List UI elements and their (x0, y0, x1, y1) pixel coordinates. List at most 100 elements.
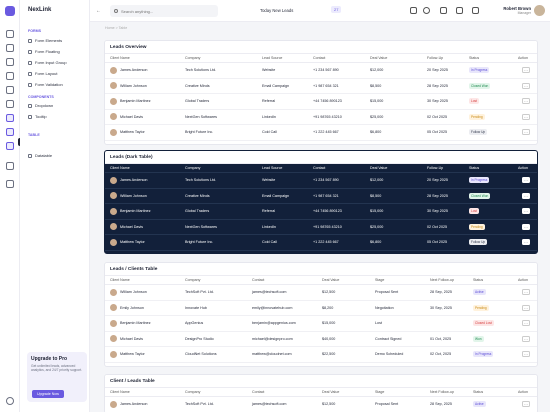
fullscreen-icon[interactable] (472, 7, 479, 14)
client-name: Matthew Taylor (120, 352, 145, 357)
translate-icon[interactable] (410, 7, 417, 14)
row-action-button[interactable]: … (522, 67, 530, 74)
row-action-button[interactable]: … (522, 335, 530, 342)
nav-item-form-layout[interactable]: Form Layout (28, 71, 57, 76)
column-header[interactable]: Client Name (110, 278, 130, 282)
client-name-cell: James Anderson (110, 400, 147, 408)
column-header[interactable]: Deal Value (370, 56, 388, 60)
column-header[interactable]: Lead Source (262, 166, 283, 170)
table-cell: Demo Scheduled (375, 352, 404, 357)
column-header[interactable]: Company (185, 56, 201, 60)
table-cell: matthew@cloudnet.com (252, 352, 292, 357)
search-box[interactable] (110, 5, 218, 17)
upgrade-button[interactable]: Upgrade Now (32, 390, 64, 398)
table-cell: Bright Future Inc. (185, 130, 214, 135)
column-header[interactable]: Client Name (110, 56, 130, 60)
search-input[interactable] (121, 8, 211, 14)
column-header[interactable]: Follow-Up (427, 56, 444, 60)
nav-section-forms: FORMS (28, 29, 41, 33)
row-action-button[interactable]: … (522, 304, 530, 311)
column-header[interactable]: Deal Value (370, 166, 388, 170)
nav-item-datatable[interactable]: Datatable (28, 153, 52, 158)
column-header[interactable]: Next Follow-up (430, 390, 454, 394)
column-header[interactable]: Lead Source (262, 56, 283, 60)
upgrade-card: Upgrade to Pro Get unlimited leads, adva… (27, 352, 87, 402)
nav-item-form-elements[interactable]: Form Elements (28, 38, 62, 43)
column-header[interactable]: Client Name (110, 390, 130, 394)
row-action-button[interactable]: … (522, 113, 530, 120)
table-cell: 05 Oct 2025 (427, 240, 448, 245)
column-header[interactable]: Company (185, 278, 201, 282)
column-header[interactable]: Deal Value (322, 278, 340, 282)
row-action-button[interactable]: … (522, 289, 530, 296)
column-header[interactable]: Action (518, 278, 528, 282)
logout-icon[interactable] (6, 397, 14, 405)
avatar[interactable] (534, 5, 545, 16)
table-cell: 20 Sep 2025 (427, 178, 448, 183)
row-action-button[interactable]: … (522, 192, 530, 199)
sidebar-nav: NexLink FORMS Form Elements Form Floatin… (20, 0, 90, 412)
column-header[interactable]: Status (469, 166, 480, 170)
client-name-cell: William Johnson (110, 288, 147, 296)
row-action-button[interactable]: … (522, 177, 530, 184)
client-name: Benjamin Martinez (120, 321, 151, 326)
mail-icon[interactable] (6, 100, 14, 108)
column-header[interactable]: Stage (375, 278, 385, 282)
column-header[interactable]: Action (518, 390, 528, 394)
row-action-button[interactable]: … (522, 401, 530, 408)
column-header[interactable]: Follow-Up (427, 166, 444, 170)
app-logo-icon[interactable] (5, 6, 15, 16)
column-header[interactable]: Status (473, 278, 484, 282)
apps-icon[interactable] (6, 44, 14, 52)
column-header[interactable]: Next Follow-up (430, 278, 454, 282)
user-name[interactable]: Robert Brown (503, 6, 531, 11)
row-action-button[interactable]: … (522, 351, 530, 358)
column-header[interactable]: Contact (252, 390, 265, 394)
forms-icon[interactable] (6, 114, 14, 122)
row-action-button[interactable]: … (522, 98, 530, 105)
nav-item-form-validation[interactable]: Form Validation (28, 82, 63, 87)
add-icon[interactable] (6, 180, 14, 188)
row-action-button[interactable]: … (522, 239, 530, 246)
nav-item-tooltip[interactable]: Tooltip (28, 114, 47, 119)
column-header[interactable]: Action (518, 56, 528, 60)
layers-icon[interactable] (6, 86, 14, 94)
column-header[interactable]: Company (185, 166, 201, 170)
nav-item-form-floating[interactable]: Form Floating (28, 49, 60, 54)
column-header[interactable]: Contact (313, 56, 326, 60)
row-action-button[interactable]: … (522, 320, 530, 327)
table-cell: 30 Sep 2025 (427, 99, 448, 104)
column-header[interactable]: Status (473, 390, 484, 394)
column-header[interactable]: Status (469, 56, 480, 60)
client-leads-table: Client / Leads Table Client Name Company Co… (104, 374, 538, 412)
settings-icon[interactable] (6, 162, 14, 170)
column-header[interactable]: Client Name (110, 166, 130, 170)
row-action-button[interactable]: … (522, 208, 530, 215)
table-cell: $12,500 (322, 290, 336, 295)
theme-icon[interactable] (423, 7, 430, 14)
components-icon[interactable] (6, 128, 14, 136)
table-row: Matthew Taylor Bright Future Inc. Cold Cal… (105, 125, 537, 141)
nav-item-dropdown[interactable]: Dropdown (28, 103, 53, 108)
cart-icon[interactable] (456, 7, 463, 14)
column-header[interactable]: Contact (252, 278, 265, 282)
table-cell: +44 7456 890123 (313, 99, 342, 104)
notification-icon[interactable] (440, 7, 447, 14)
chart-icon[interactable] (6, 72, 14, 80)
table-icon[interactable] (6, 142, 14, 150)
column-header[interactable]: Deal Value (322, 390, 340, 394)
column-header[interactable]: Contact (313, 166, 326, 170)
client-name: James Anderson (120, 178, 148, 183)
avatar (110, 350, 117, 358)
row-action-button[interactable]: … (522, 82, 530, 89)
column-header[interactable]: Stage (375, 390, 385, 394)
home-icon[interactable] (6, 30, 14, 38)
nav-item-form-input-group[interactable]: Form Input Group (28, 60, 67, 65)
column-header[interactable]: Action (518, 166, 528, 170)
user-role: Manager (517, 11, 531, 15)
row-action-button[interactable]: … (522, 223, 530, 230)
collapse-arrow-icon[interactable]: ← (96, 8, 101, 14)
user-icon[interactable] (6, 58, 14, 66)
row-action-button[interactable]: … (522, 129, 530, 136)
column-header[interactable]: Company (185, 390, 201, 394)
